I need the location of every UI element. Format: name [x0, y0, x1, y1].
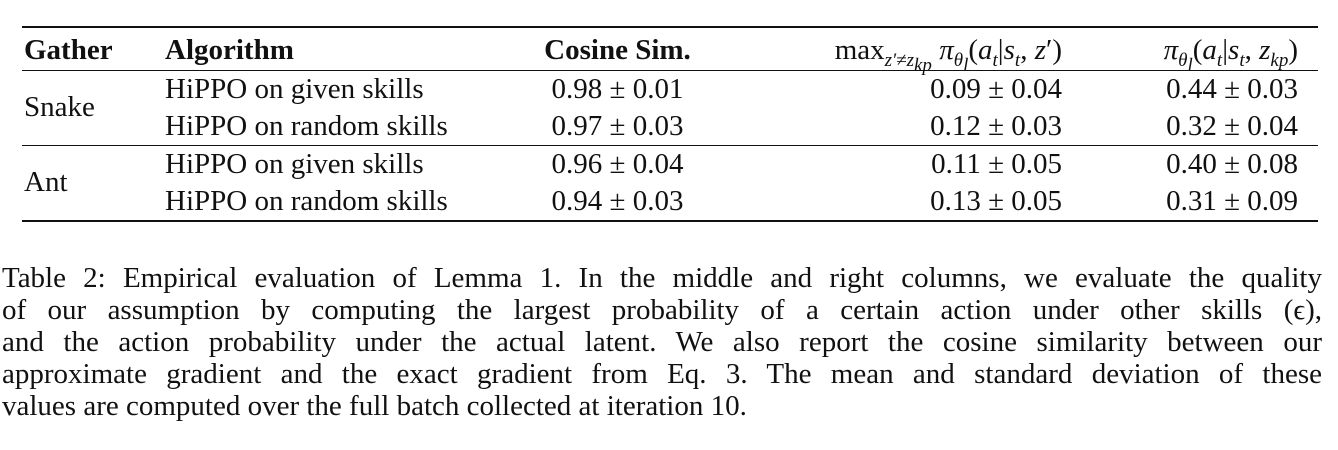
gather-label: Ant — [24, 166, 68, 198]
table-caption: Table 2: Empirical evaluation of Lemma 1… — [2, 262, 1322, 422]
gather-label: Snake — [24, 91, 95, 123]
algorithm-cell: HiPPO on random skills — [165, 110, 448, 142]
max-prob-cell: 0.11 ± 0.05 — [931, 148, 1062, 180]
max-prob-cell: 0.09 ± 0.04 — [930, 73, 1062, 105]
max-prob-cell: 0.12 ± 0.03 — [930, 110, 1062, 142]
actual-prob-cell: 0.32 ± 0.04 — [1166, 110, 1298, 142]
top-rule — [22, 26, 1318, 28]
header-algorithm: Algorithm — [165, 34, 294, 66]
cosine-cell: 0.94 ± 0.03 — [551, 185, 684, 217]
actual-prob-cell: 0.31 ± 0.09 — [1166, 185, 1298, 217]
results-table: Gather Algorithm Cosine Sim. maxz′≠zkp π… — [22, 26, 1318, 222]
caption-line: and the action probability under the act… — [2, 326, 1322, 358]
cosine-cell: 0.96 ± 0.04 — [551, 148, 684, 180]
table-row: HiPPO on random skills 0.94 ± 0.03 0.13 … — [22, 183, 1318, 220]
actual-prob-cell: 0.44 ± 0.03 — [1166, 73, 1298, 105]
caption-line: of our assumption by computing the large… — [2, 294, 1322, 326]
caption-line: values are computed over the full batch … — [2, 390, 747, 422]
group-ant: Ant HiPPO on given skills 0.96 ± 0.04 0.… — [22, 146, 1318, 220]
algorithm-cell: HiPPO on random skills — [165, 185, 448, 217]
table-row: HiPPO on random skills 0.97 ± 0.03 0.12 … — [22, 108, 1318, 145]
algorithm-cell: HiPPO on given skills — [165, 148, 424, 180]
caption-line: approximate gradient and the exact gradi… — [2, 358, 1322, 390]
header-actual-prob: πθl(at|st, zkp) — [1163, 34, 1298, 76]
bottom-rule — [22, 220, 1318, 222]
table-header-row: Gather Algorithm Cosine Sim. maxz′≠zkp π… — [22, 28, 1318, 76]
caption-line: Table 2: Empirical evaluation of Lemma 1… — [2, 262, 1322, 294]
group-snake: Snake HiPPO on given skills 0.98 ± 0.01 … — [22, 71, 1318, 145]
header-cosine-sim: Cosine Sim. — [544, 34, 691, 66]
header-rule — [22, 70, 1318, 71]
header-max-prob: maxz′≠zkp πθl(at|st, z′) — [834, 34, 1062, 76]
cosine-cell: 0.98 ± 0.01 — [551, 73, 684, 105]
cosine-cell: 0.97 ± 0.03 — [551, 110, 684, 142]
max-prob-cell: 0.13 ± 0.05 — [930, 185, 1062, 217]
actual-prob-cell: 0.40 ± 0.08 — [1166, 148, 1298, 180]
header-gather: Gather — [24, 34, 113, 66]
table-row: HiPPO on given skills 0.98 ± 0.01 0.09 ±… — [22, 71, 1318, 108]
table-row: HiPPO on given skills 0.96 ± 0.04 0.11 ±… — [22, 146, 1318, 183]
algorithm-cell: HiPPO on given skills — [165, 73, 424, 105]
group-rule — [22, 145, 1318, 146]
